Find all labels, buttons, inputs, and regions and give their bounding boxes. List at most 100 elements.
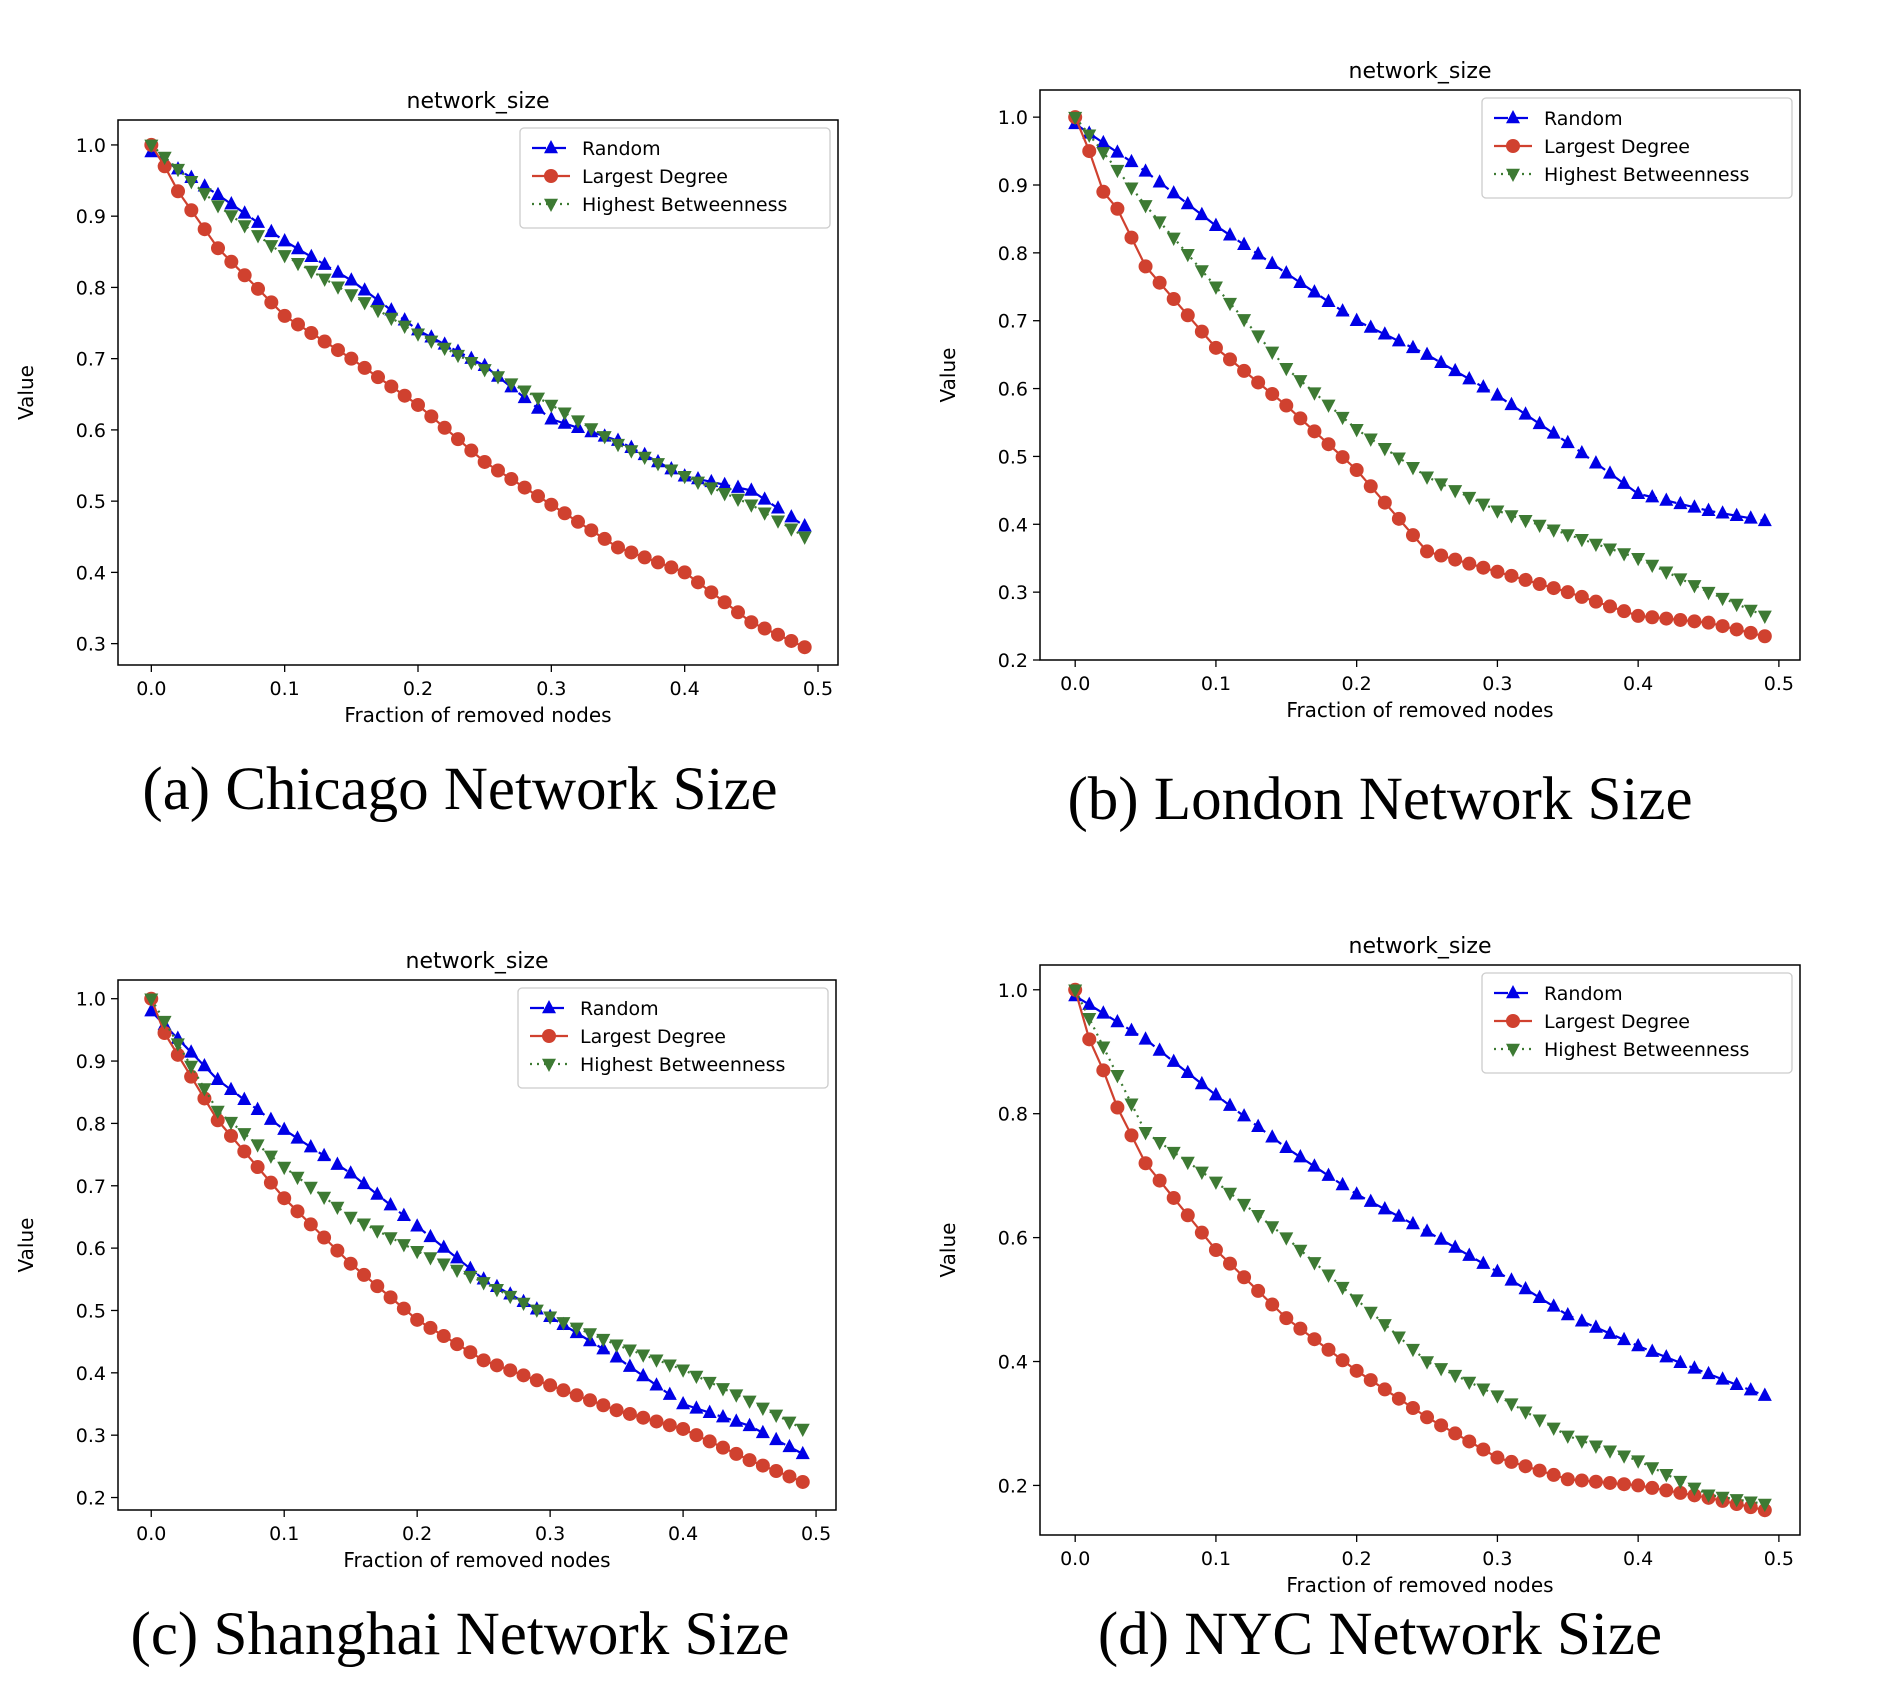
data-point xyxy=(1152,1173,1167,1188)
legend-box xyxy=(1481,972,1793,1074)
data-point xyxy=(489,1358,504,1373)
data-point xyxy=(1265,1129,1280,1143)
data-point xyxy=(1729,598,1744,613)
data-point xyxy=(1560,529,1575,543)
series-highest-betweenness xyxy=(1068,984,1772,1513)
data-point xyxy=(583,1328,598,1342)
data-point xyxy=(1349,312,1364,326)
data-point xyxy=(1096,184,1111,199)
data-point xyxy=(731,479,745,493)
data-point xyxy=(729,1446,744,1461)
data-point xyxy=(1293,1149,1308,1163)
data-point xyxy=(184,1060,199,1075)
data-point xyxy=(531,400,545,414)
data-point xyxy=(210,1113,225,1128)
data-point xyxy=(516,1297,531,1312)
data-point xyxy=(1504,1454,1519,1469)
data-point xyxy=(1420,1356,1435,1370)
data-point xyxy=(357,297,372,311)
data-point xyxy=(250,1101,265,1115)
data-point xyxy=(197,188,212,202)
data-point xyxy=(317,1230,332,1245)
data-point xyxy=(622,1406,637,1421)
data-point xyxy=(251,214,265,228)
data-point xyxy=(1420,1223,1435,1237)
data-point xyxy=(744,482,759,496)
figure-caption: (b) London Network Size xyxy=(1067,766,1693,833)
data-point xyxy=(504,472,519,487)
data-point xyxy=(569,1388,584,1403)
data-point xyxy=(636,1349,651,1363)
data-point xyxy=(1518,1280,1533,1295)
data-point xyxy=(1448,1239,1463,1253)
legend-swatch-marker xyxy=(1506,984,1520,999)
data-point xyxy=(1363,319,1378,333)
data-point xyxy=(264,223,279,238)
data-point xyxy=(1546,1298,1561,1312)
data-point xyxy=(317,256,332,270)
data-point xyxy=(211,241,225,256)
data-point xyxy=(1645,1343,1660,1357)
data-point xyxy=(1588,594,1603,609)
data-point xyxy=(742,1395,757,1409)
data-point xyxy=(1687,580,1702,594)
data-point xyxy=(1208,217,1223,231)
data-point xyxy=(303,1217,318,1232)
data-point xyxy=(1335,450,1350,465)
data-point xyxy=(1659,1483,1674,1498)
data-point xyxy=(1363,1306,1378,1321)
data-point xyxy=(331,281,345,295)
data-point xyxy=(1687,614,1702,629)
data-point xyxy=(689,1400,704,1414)
data-point xyxy=(1462,1434,1477,1449)
data-point xyxy=(424,335,439,349)
data-point xyxy=(544,497,559,512)
data-point xyxy=(1307,1158,1322,1172)
data-point xyxy=(1490,1263,1505,1277)
data-point xyxy=(291,240,305,255)
data-point xyxy=(1603,599,1617,614)
data-point xyxy=(1223,297,1237,312)
data-point xyxy=(291,257,305,272)
chart-panel-chicago: network_size 0.0 0.1 0.2 0.3 0.4 0.5 0.3 0.4 0.5 0… xyxy=(0,60,900,840)
data-point xyxy=(303,1139,318,1153)
data-point xyxy=(797,518,812,532)
data-point xyxy=(184,1069,199,1084)
data-point xyxy=(343,1165,358,1179)
series-highest-betweenness xyxy=(144,139,812,545)
data-point xyxy=(224,1081,239,1095)
data-point xyxy=(1405,1400,1420,1415)
data-point xyxy=(729,1413,744,1427)
data-point xyxy=(197,1091,212,1106)
data-point xyxy=(1293,1244,1308,1259)
y-tick-label: 0.8 xyxy=(998,1104,1028,1126)
data-point xyxy=(1659,1349,1674,1363)
x-tick-label: 0.0 xyxy=(136,678,166,700)
data-point xyxy=(795,1474,810,1489)
data-point xyxy=(664,464,679,478)
data-point xyxy=(596,1333,611,1348)
y-tick-label: 0.5 xyxy=(76,1300,106,1322)
data-point xyxy=(1743,604,1758,619)
data-point xyxy=(1574,1473,1589,1488)
data-point xyxy=(237,1091,252,1105)
data-point xyxy=(662,1359,677,1373)
axes-frame xyxy=(117,119,839,666)
data-point xyxy=(755,1402,770,1416)
data-point xyxy=(331,343,345,358)
data-point xyxy=(1757,1498,1772,1513)
data-point xyxy=(371,370,385,385)
data-point xyxy=(1096,1041,1111,1055)
data-point xyxy=(1152,1042,1167,1056)
legend-swatch-marker xyxy=(544,139,558,154)
data-point xyxy=(1138,259,1153,274)
data-point xyxy=(1307,1257,1322,1271)
data-point xyxy=(649,1377,664,1391)
data-point xyxy=(557,407,572,421)
data-point xyxy=(769,1409,784,1423)
x-tick-label: 0.1 xyxy=(1201,673,1231,695)
data-point xyxy=(1476,1442,1491,1457)
x-axis-label: Fraction of removed nodes xyxy=(344,703,611,727)
legend-label: Largest Degree xyxy=(1544,1011,1690,1033)
y-tick-label: 0.2 xyxy=(76,1488,106,1510)
